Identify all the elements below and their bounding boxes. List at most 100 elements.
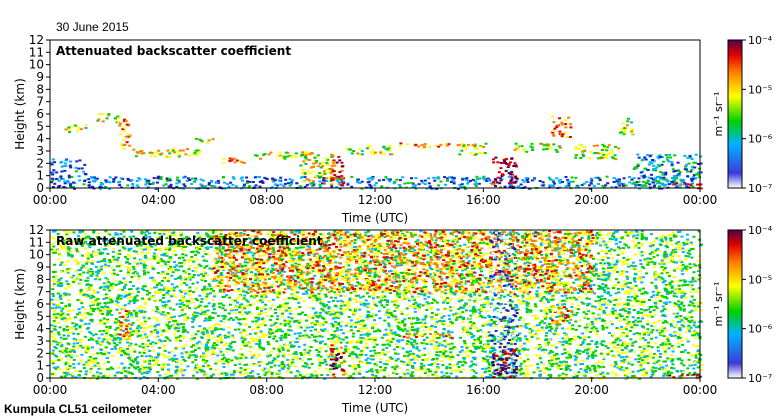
pixel bbox=[547, 325, 551, 328]
pixel bbox=[607, 232, 611, 235]
pixel bbox=[254, 154, 258, 157]
pixel bbox=[170, 374, 174, 377]
pixel bbox=[536, 281, 540, 284]
pixel bbox=[167, 185, 171, 188]
pixel bbox=[265, 334, 269, 337]
pixel bbox=[427, 302, 431, 305]
pixel bbox=[553, 264, 557, 267]
pixel bbox=[380, 185, 384, 188]
pixel bbox=[81, 346, 85, 349]
pixel bbox=[269, 284, 273, 287]
pixel bbox=[105, 117, 109, 120]
pixel bbox=[188, 154, 192, 157]
pixel bbox=[501, 174, 505, 176]
pixel bbox=[584, 293, 588, 296]
pixel bbox=[614, 230, 617, 233]
pixel bbox=[264, 296, 268, 298]
pixel bbox=[530, 364, 533, 367]
pixel bbox=[515, 339, 519, 342]
pixel bbox=[377, 262, 381, 265]
pixel bbox=[364, 354, 368, 356]
pixel bbox=[204, 185, 208, 188]
pixel bbox=[208, 327, 212, 329]
pixel bbox=[199, 239, 203, 242]
pixel bbox=[562, 360, 566, 363]
pixel bbox=[622, 318, 626, 321]
pixel bbox=[673, 183, 677, 186]
backscatter-feature bbox=[96, 113, 121, 124]
pixel bbox=[347, 277, 351, 280]
pixel bbox=[340, 175, 344, 178]
pixel bbox=[665, 348, 668, 351]
pixel bbox=[262, 334, 266, 337]
pixel bbox=[604, 155, 608, 158]
pixel bbox=[283, 298, 287, 301]
pixel bbox=[501, 318, 505, 321]
pixel bbox=[207, 289, 211, 292]
pixel bbox=[411, 371, 415, 374]
pixel bbox=[671, 320, 675, 322]
pixel bbox=[392, 274, 396, 277]
pixel bbox=[390, 313, 394, 316]
pixel bbox=[391, 316, 395, 319]
pixel bbox=[443, 339, 447, 342]
pixel bbox=[369, 176, 373, 179]
pixel bbox=[523, 288, 527, 291]
pixel bbox=[632, 265, 636, 268]
pixel bbox=[661, 342, 665, 345]
pixel bbox=[216, 335, 220, 338]
pixel bbox=[259, 263, 263, 266]
pixel bbox=[593, 239, 597, 242]
pixel bbox=[435, 320, 439, 323]
pixel bbox=[359, 303, 363, 306]
pixel bbox=[656, 254, 660, 257]
pixel bbox=[207, 139, 211, 142]
pixel bbox=[183, 237, 187, 240]
pixel bbox=[260, 311, 264, 314]
pixel bbox=[333, 341, 337, 344]
pixel bbox=[531, 146, 535, 149]
pixel bbox=[469, 238, 473, 241]
pixel bbox=[244, 330, 247, 333]
pixel bbox=[144, 245, 148, 248]
pixel bbox=[417, 368, 421, 371]
pixel bbox=[334, 320, 337, 323]
pixel bbox=[82, 363, 86, 366]
pixel bbox=[580, 183, 584, 186]
pixel bbox=[437, 249, 441, 252]
pixel bbox=[647, 163, 651, 166]
pixel bbox=[490, 232, 494, 235]
pixel bbox=[381, 242, 385, 245]
pixel bbox=[699, 354, 703, 357]
pixel bbox=[78, 339, 82, 342]
pixel bbox=[337, 315, 341, 318]
pixel bbox=[228, 344, 232, 347]
pixel bbox=[664, 303, 668, 305]
pixel bbox=[522, 360, 526, 363]
pixel bbox=[223, 334, 227, 337]
pixel bbox=[91, 353, 95, 356]
pixel bbox=[481, 350, 485, 353]
pixel bbox=[652, 186, 656, 189]
pixel bbox=[132, 299, 136, 302]
pixel bbox=[305, 184, 309, 187]
pixel bbox=[318, 185, 322, 188]
pixel bbox=[673, 302, 677, 305]
pixel bbox=[321, 304, 325, 307]
pixel bbox=[616, 350, 620, 353]
pixel bbox=[310, 283, 314, 286]
pixel bbox=[641, 345, 645, 347]
pixel bbox=[598, 314, 602, 317]
pixel bbox=[259, 261, 263, 264]
pixel bbox=[248, 237, 251, 240]
pixel bbox=[261, 298, 265, 301]
pixel bbox=[345, 341, 349, 344]
pixel bbox=[600, 263, 604, 266]
pixel bbox=[444, 183, 448, 186]
pixel bbox=[608, 313, 612, 316]
y-tick-label: 10 bbox=[29, 58, 44, 72]
pixel bbox=[664, 257, 668, 260]
pixel bbox=[116, 256, 120, 259]
pixel bbox=[597, 364, 601, 367]
pixel bbox=[596, 144, 599, 147]
